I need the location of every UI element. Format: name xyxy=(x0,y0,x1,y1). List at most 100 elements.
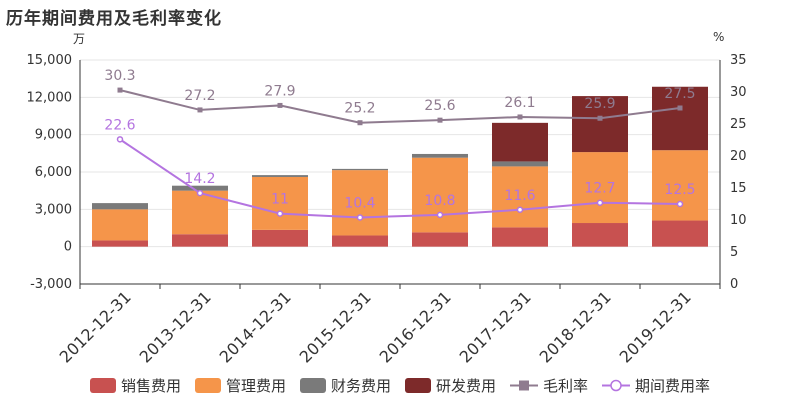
legend-label: 研发费用 xyxy=(436,376,497,395)
bar-segment xyxy=(652,150,708,221)
right-axis-tick-label: 0 xyxy=(730,277,738,292)
left-axis-unit: 万 xyxy=(73,32,86,46)
legend-swatch xyxy=(194,377,221,393)
x-axis-tick-label: 2017-12-31 xyxy=(456,287,535,366)
data-label: 11 xyxy=(271,192,289,208)
left-axis-tick-label: 9,000 xyxy=(35,128,72,143)
right-axis-tick-label: 30 xyxy=(730,85,747,100)
legend-label: 销售费用 xyxy=(120,376,181,395)
data-label: 25.6 xyxy=(424,98,455,114)
data-point xyxy=(437,117,443,123)
legend-item[interactable]: 销售费用 xyxy=(89,375,181,396)
data-label: 27.5 xyxy=(664,86,695,102)
right-axis-tick-label: 10 xyxy=(730,213,747,228)
bar-segment xyxy=(572,96,628,153)
bar-segment xyxy=(252,176,308,230)
left-axis-tick-label: 15,000 xyxy=(27,53,73,68)
data-label: 10.8 xyxy=(424,193,455,209)
data-label: 27.9 xyxy=(264,83,295,99)
data-point xyxy=(596,199,604,206)
bar-segment xyxy=(572,223,628,247)
x-axis-tick-label: 2018-12-31 xyxy=(536,287,615,366)
data-point xyxy=(516,206,524,214)
bar-segment xyxy=(492,166,548,228)
data-point xyxy=(276,210,284,217)
legend-item[interactable]: 毛利率 xyxy=(510,375,588,396)
data-label: 25.9 xyxy=(584,96,615,112)
data-point xyxy=(356,214,364,221)
right-axis-tick-label: 35 xyxy=(730,53,747,68)
bar-segment xyxy=(412,232,468,247)
data-point xyxy=(677,105,683,111)
x-axis-tick-label: 2015-12-31 xyxy=(296,287,375,366)
data-point xyxy=(676,200,684,208)
bar-segment xyxy=(492,227,548,247)
bar-segment xyxy=(652,86,708,151)
data-label: 10.4 xyxy=(344,195,375,211)
legend-label: 财务费用 xyxy=(330,376,391,395)
data-point xyxy=(117,87,123,93)
series-line xyxy=(119,138,681,219)
bar-segment xyxy=(572,152,628,224)
chart-title: 历年期间费用及毛利率变化 xyxy=(6,9,222,29)
x-axis-tick-label: 2014-12-31 xyxy=(216,287,295,366)
bar-segment xyxy=(92,209,148,241)
right-axis-tick-label: 25 xyxy=(730,117,747,132)
bar-segment xyxy=(492,161,548,167)
bar-segment xyxy=(252,229,308,247)
legend-item[interactable]: 期间费用率 xyxy=(602,375,710,396)
left-axis-tick-label: -3,000 xyxy=(30,277,72,292)
bar-segment xyxy=(92,203,148,210)
bar-segment xyxy=(412,157,468,233)
legend-line-swatch xyxy=(510,380,539,390)
data-point xyxy=(597,115,603,121)
x-axis-tick-label: 2013-12-31 xyxy=(136,287,215,366)
right-axis-tick-label: 15 xyxy=(730,181,747,196)
left-axis-tick-label: 3,000 xyxy=(35,202,72,217)
left-axis-tick-label: 12,000 xyxy=(27,90,73,105)
data-point xyxy=(196,189,204,197)
data-point xyxy=(197,107,203,113)
x-axis-tick-label: 2019-12-31 xyxy=(616,287,695,366)
data-label: 12.7 xyxy=(584,181,615,197)
data-label: 27.2 xyxy=(184,88,215,104)
legend-item[interactable]: 财务费用 xyxy=(299,375,391,396)
data-label: 22.6 xyxy=(104,117,135,133)
data-label: 11.6 xyxy=(504,188,535,204)
legend-line-swatch xyxy=(602,379,631,391)
bar-segment xyxy=(332,168,388,171)
series-line xyxy=(119,89,681,124)
left-axis-tick-label: 0 xyxy=(64,240,72,255)
bar-segment xyxy=(332,170,388,236)
data-label: 25.2 xyxy=(344,101,375,117)
data-label: 12.5 xyxy=(664,182,695,198)
bar-segment xyxy=(172,234,228,247)
legend-label: 毛利率 xyxy=(543,376,589,395)
data-label: 30.3 xyxy=(104,68,135,84)
data-point xyxy=(277,102,283,108)
bar-segment xyxy=(172,185,228,191)
bar-segment xyxy=(252,175,308,177)
legend-label: 管理费用 xyxy=(225,376,286,395)
legend-swatch xyxy=(405,377,431,393)
data-point xyxy=(357,120,363,126)
right-axis-tick-label: 5 xyxy=(730,245,738,260)
data-point xyxy=(517,114,523,120)
bar-segment xyxy=(412,153,468,158)
legend-swatch xyxy=(299,377,326,393)
right-axis-unit: % xyxy=(713,30,725,44)
left-axis-tick-label: 6,000 xyxy=(35,165,72,180)
data-label: 26.1 xyxy=(504,95,535,111)
legend-item[interactable]: 管理费用 xyxy=(194,375,286,396)
bar-segment xyxy=(652,220,708,247)
data-point xyxy=(116,136,124,143)
x-axis-tick-label: 2016-12-31 xyxy=(376,287,455,366)
data-point xyxy=(436,211,444,219)
legend-item[interactable]: 研发费用 xyxy=(405,375,496,396)
legend-swatch xyxy=(89,377,116,393)
bar-segment xyxy=(92,240,148,247)
chart-legend: 销售费用 管理费用 财务费用 研发费用 毛利率 期间费用率 xyxy=(0,374,800,396)
bar-segment xyxy=(332,235,388,247)
